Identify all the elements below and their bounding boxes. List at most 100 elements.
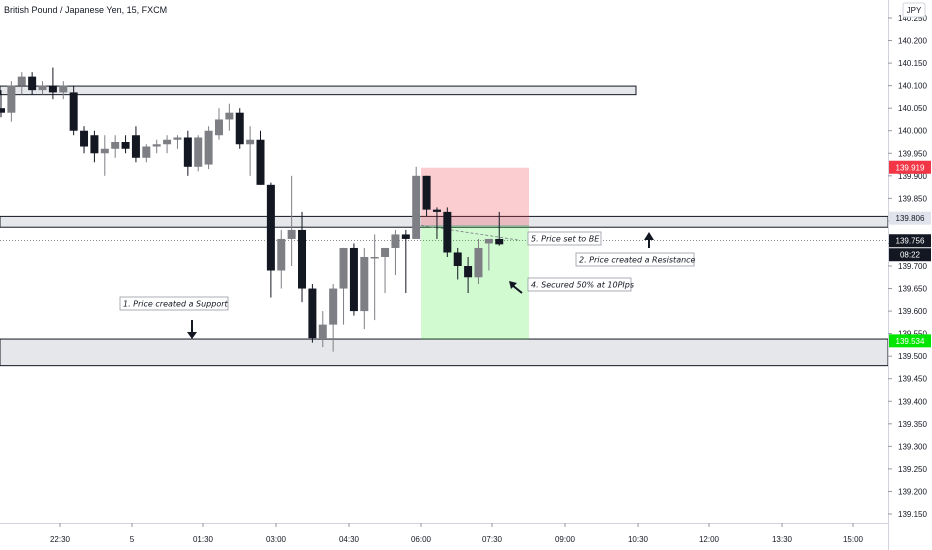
candle[interactable] <box>0 90 5 118</box>
annotation-support: 1. Price created a Support <box>123 300 229 309</box>
arrow-diagonal-icon[interactable] <box>509 281 523 294</box>
candle[interactable] <box>152 139 161 154</box>
candle[interactable] <box>111 135 120 158</box>
candle-body <box>495 238 504 245</box>
price-label[interactable]: 139.756 <box>889 234 931 248</box>
price-label-bg <box>889 248 931 262</box>
candle-body <box>111 142 120 149</box>
candle[interactable] <box>453 247 462 280</box>
annotation-resistance-box[interactable]: 2. Price created a Resistance <box>575 252 696 267</box>
annotation-secured-box[interactable]: 4. Secured 50% at 10PIps <box>527 277 634 292</box>
candle[interactable] <box>235 108 244 149</box>
candle[interactable] <box>484 238 493 271</box>
candle[interactable] <box>464 256 473 294</box>
y-tick-label: 139.700 <box>898 262 927 271</box>
candle[interactable] <box>142 144 151 163</box>
candle[interactable] <box>163 135 172 154</box>
candle[interactable] <box>432 207 441 239</box>
candle[interactable] <box>308 284 317 343</box>
candle[interactable] <box>256 130 265 185</box>
y-tick-label: 140.050 <box>898 104 927 113</box>
candle[interactable] <box>360 247 369 330</box>
candle-body <box>59 85 68 93</box>
candle[interactable] <box>214 108 223 140</box>
y-tick-label: 139.500 <box>898 352 927 361</box>
candle[interactable] <box>204 126 213 170</box>
candle[interactable] <box>443 207 452 257</box>
candle[interactable] <box>173 135 182 149</box>
arrow-down-icon[interactable] <box>187 320 197 339</box>
price-label[interactable]: 139.534 <box>889 334 931 348</box>
x-tick-label: 5 <box>130 535 135 544</box>
price-label[interactable]: 139.806 <box>889 211 931 225</box>
annotation-support-box[interactable]: 1. Price created a Support <box>119 296 229 311</box>
candle-body <box>214 119 223 136</box>
candle-body <box>484 238 493 244</box>
candle[interactable] <box>59 81 68 100</box>
y-tick-label: 139.400 <box>898 397 927 406</box>
candle[interactable] <box>474 238 483 285</box>
candle[interactable] <box>194 135 203 172</box>
support-zone[interactable] <box>0 338 889 367</box>
candle-body <box>432 209 441 212</box>
candle-body <box>28 76 37 91</box>
candle-body <box>204 130 213 165</box>
candle[interactable] <box>48 67 57 100</box>
candle[interactable] <box>17 72 26 95</box>
y-tick-label: 140.200 <box>898 37 927 46</box>
candle[interactable] <box>412 166 421 239</box>
y-tick-label: 139.850 <box>898 194 927 203</box>
price-label-bg <box>889 334 931 348</box>
price-label[interactable]: 08:22 <box>889 248 931 262</box>
annotation-be-box[interactable]: 5. Price set to BE <box>527 231 602 246</box>
candle[interactable] <box>246 126 255 176</box>
currency-label: JPY <box>907 6 922 15</box>
candle[interactable] <box>100 135 109 176</box>
candle[interactable] <box>422 175 431 217</box>
candle[interactable] <box>381 247 390 294</box>
stop-loss-zone[interactable] <box>421 167 529 226</box>
candle-body <box>225 112 234 120</box>
candle-body <box>422 175 431 210</box>
annotation-secured: 4. Secured 50% at 10PIps <box>531 281 634 290</box>
currency-badge[interactable]: JPY <box>902 2 926 18</box>
resistance-zone-top[interactable] <box>0 85 637 96</box>
candle[interactable] <box>391 229 400 276</box>
candle[interactable] <box>277 229 286 289</box>
x-tick-label: 09:00 <box>555 535 576 544</box>
candle[interactable] <box>28 72 37 95</box>
candle-body <box>287 229 296 239</box>
candle[interactable] <box>69 85 78 136</box>
x-tick-label: 03:00 <box>266 535 287 544</box>
candle[interactable] <box>7 81 16 122</box>
price-label-text: 139.919 <box>896 163 925 172</box>
candle[interactable] <box>287 175 296 266</box>
candle[interactable] <box>298 211 307 303</box>
candle-body <box>17 76 26 86</box>
candle[interactable] <box>225 103 234 131</box>
candle[interactable] <box>318 311 327 348</box>
candle-body <box>308 288 317 339</box>
candle[interactable] <box>349 243 358 316</box>
price-label-bg <box>889 160 931 174</box>
candle[interactable] <box>495 211 504 246</box>
candle[interactable] <box>38 81 47 95</box>
candle[interactable] <box>370 234 379 321</box>
price-label[interactable]: 139.919 <box>889 160 931 174</box>
candle[interactable] <box>131 126 140 163</box>
candle[interactable] <box>80 126 89 154</box>
candle[interactable] <box>183 130 192 176</box>
candle-body <box>121 142 130 149</box>
price-label-text: 08:22 <box>900 251 921 260</box>
candle-body <box>38 85 47 91</box>
candle[interactable] <box>90 130 99 163</box>
candle[interactable] <box>266 182 275 298</box>
candle[interactable] <box>329 284 338 352</box>
candle[interactable] <box>339 247 348 325</box>
x-tick-label: 06:00 <box>411 535 432 544</box>
x-tick-label: 15:00 <box>843 535 864 544</box>
candle[interactable] <box>401 229 410 294</box>
arrow-up-icon[interactable] <box>644 232 654 248</box>
candle[interactable] <box>121 135 130 154</box>
